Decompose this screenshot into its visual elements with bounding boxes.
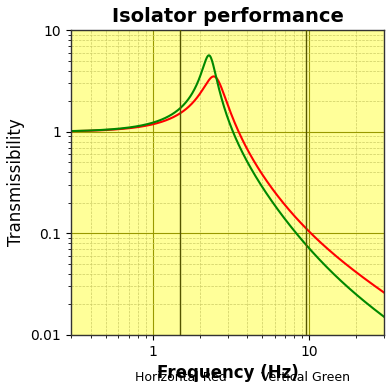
Title: Isolator performance: Isolator performance (111, 7, 343, 26)
Y-axis label: Transmissibility: Transmissibility (7, 119, 25, 246)
X-axis label: Frequency (Hz): Frequency (Hz) (157, 364, 298, 382)
Text: Horizontal Red: Horizontal Red (135, 371, 226, 384)
Text: Vertical Green: Vertical Green (261, 371, 350, 384)
